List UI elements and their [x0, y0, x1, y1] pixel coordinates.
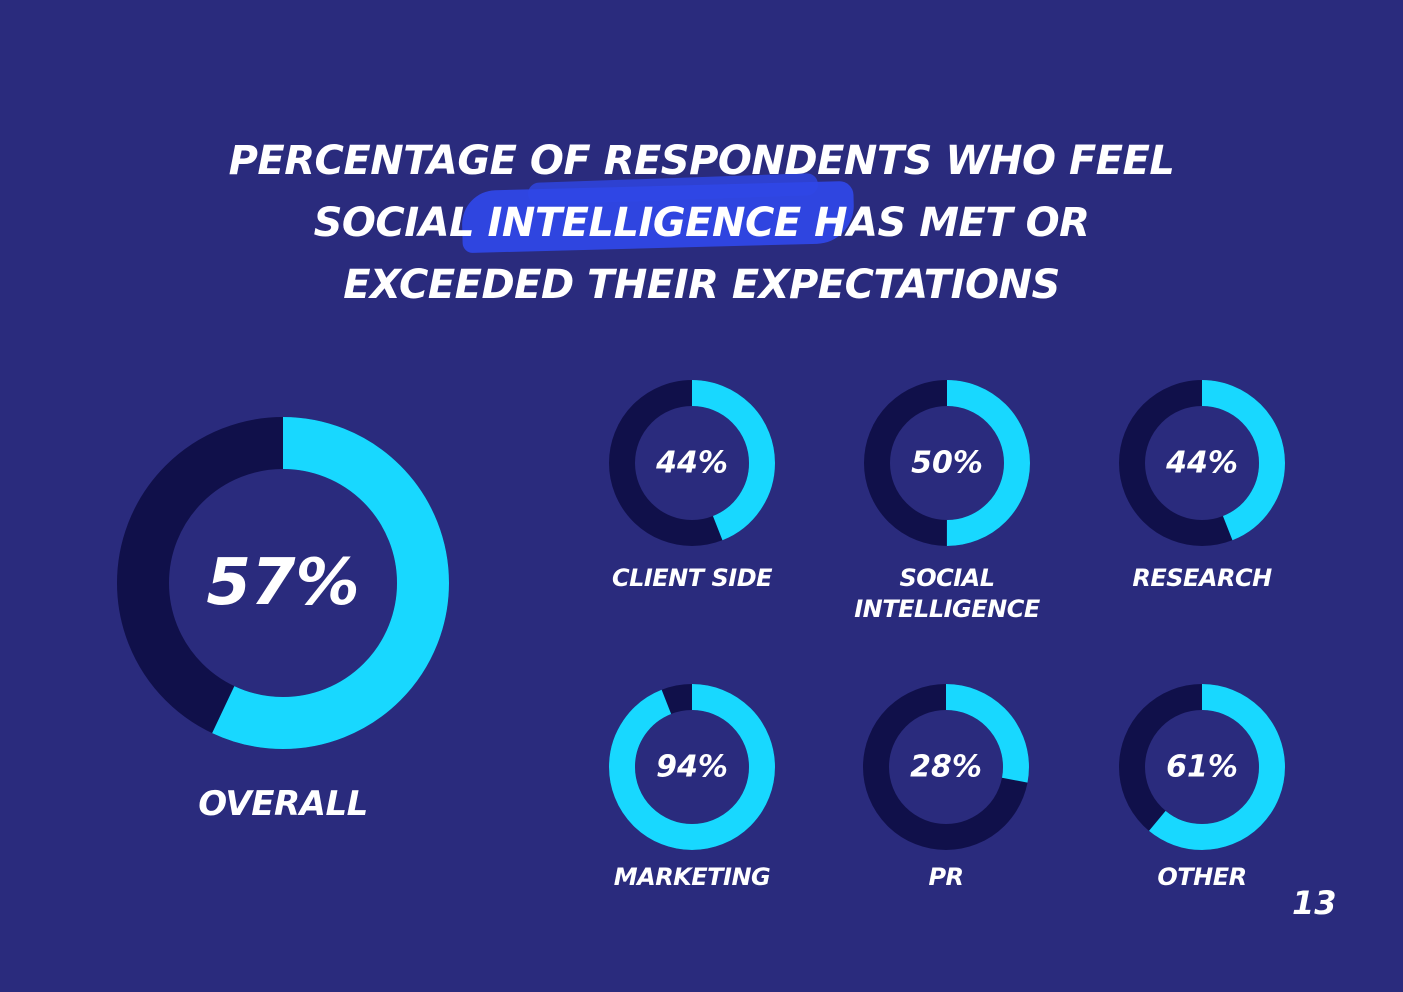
donut-arc-marketing: [609, 684, 775, 850]
title-container: Percentage of respondents who feel socia…: [0, 130, 1403, 316]
donut-chart-research: 44%: [1104, 365, 1300, 561]
donut-svg-social-intelligence: 50%: [864, 380, 1030, 546]
donut-label-social-intelligence: Social intelligence: [854, 564, 1040, 623]
donut-label-pr: PR: [928, 863, 964, 891]
donut-label-research: Research: [1132, 564, 1272, 592]
donut-svg-other: 61%: [1119, 684, 1285, 850]
donut-svg-client-side: 44%: [609, 380, 775, 546]
donut-arc-research: [1119, 380, 1285, 546]
donut-value-marketing: 94%: [656, 750, 728, 785]
donut-svg-overall: 57%: [117, 417, 449, 749]
donut-chart-pr: 28%: [848, 669, 1044, 865]
donut-arc-client-side: [609, 380, 775, 546]
donut-chart-other: 61%: [1104, 669, 1300, 865]
donut-value-overall: 57%: [206, 546, 359, 620]
donut-arc-social-intelligence: [864, 380, 1030, 546]
donut-chart-social-intelligence: 50%: [849, 365, 1045, 561]
donut-svg-research: 44%: [1119, 380, 1285, 546]
donut-value-pr: 28%: [910, 750, 982, 785]
donut-chart-client-side: 44%: [594, 365, 790, 561]
donut-svg-pr: 28%: [863, 684, 1029, 850]
donut-value-social-intelligence: 50%: [911, 446, 983, 481]
donut-label-other: Other: [1157, 863, 1247, 891]
donut-arc-other: [1119, 684, 1285, 850]
page-number: 13: [1292, 884, 1337, 922]
donut-label-marketing: Marketing: [613, 863, 771, 891]
donut-chart-overall: 57%: [89, 389, 477, 777]
donut-arc-overall: [117, 417, 449, 749]
donut-value-client-side: 44%: [655, 446, 728, 481]
donut-label-client-side: Client side: [611, 564, 773, 592]
donut-label-overall: Overall: [198, 784, 368, 824]
donut-value-other: 61%: [1166, 750, 1238, 785]
donut-svg-marketing: 94%: [609, 684, 775, 850]
donut-arc-pr: [863, 684, 1029, 850]
donut-chart-marketing: 94%: [594, 669, 790, 865]
donut-value-research: 44%: [1165, 446, 1238, 481]
chart-title: Percentage of respondents who feel socia…: [228, 138, 1175, 308]
